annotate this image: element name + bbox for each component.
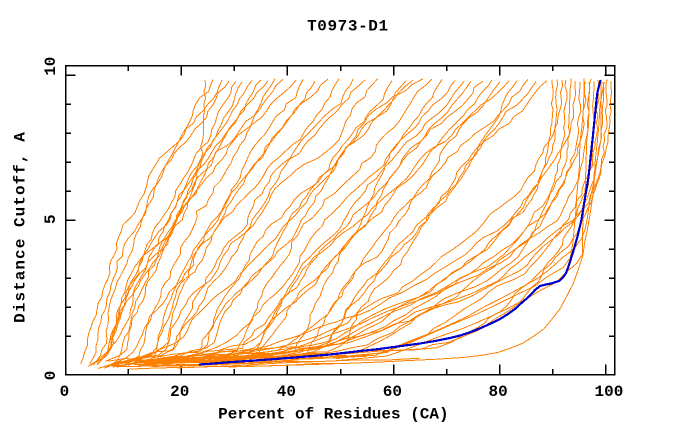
svg-text:T0973-D1: T0973-D1 (307, 18, 389, 36)
svg-text:Percent of Residues (CA): Percent of Residues (CA) (218, 405, 448, 423)
svg-text:80: 80 (488, 383, 507, 401)
svg-text:20: 20 (170, 383, 189, 401)
svg-text:5: 5 (42, 214, 60, 224)
svg-text:0: 0 (60, 383, 70, 401)
svg-text:Distance Cutoff, A: Distance Cutoff, A (12, 131, 30, 323)
svg-text:40: 40 (277, 383, 296, 401)
svg-text:60: 60 (383, 383, 402, 401)
svg-text:100: 100 (594, 383, 623, 401)
svg-text:0: 0 (42, 371, 60, 381)
svg-text:10: 10 (42, 57, 60, 76)
